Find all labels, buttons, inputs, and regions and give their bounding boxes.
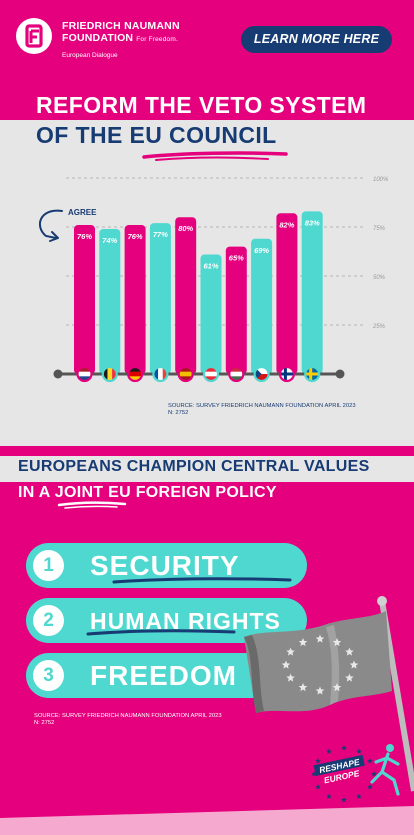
bar bbox=[175, 217, 197, 374]
y-tick-label: 75% bbox=[373, 226, 386, 232]
value-underline bbox=[86, 629, 236, 636]
flag-icon bbox=[304, 365, 321, 383]
headline-line1: REFORM THE VETO SYSTEM bbox=[36, 92, 367, 118]
flag-icon bbox=[253, 365, 270, 383]
y-tick-label: 50% bbox=[373, 275, 386, 281]
values-sample-size: N: 2752 bbox=[34, 720, 55, 726]
bar-chart: 25% 50% 75% 100% AGREE 76% 74% 76% 77% 80% 61% 65… bbox=[38, 177, 389, 383]
y-tick-label: 100% bbox=[373, 177, 389, 183]
bottom-band bbox=[0, 806, 414, 835]
values-headline-line2: IN A JOINT EU FOREIGN POLICY bbox=[18, 484, 277, 501]
bar-value-label: 61% bbox=[203, 261, 218, 270]
flag-icon bbox=[278, 365, 295, 383]
bar-value-label: 69% bbox=[254, 246, 269, 255]
learn-more-button[interactable]: LEARN MORE HERE bbox=[241, 26, 392, 53]
fnf-logo-icon[interactable] bbox=[16, 18, 52, 54]
chart-y-ticks: 25% 50% 75% 100% bbox=[372, 177, 389, 330]
flag-icon bbox=[127, 365, 144, 383]
brand-subtitle: European Dialogue bbox=[62, 52, 118, 59]
bar bbox=[99, 228, 121, 374]
flag-icon bbox=[76, 365, 93, 383]
value-label: SECURITY bbox=[90, 550, 240, 581]
chart-source: SOURCE: SURVEY FRIEDRICH NAUMANN FOUNDAT… bbox=[168, 403, 356, 417]
values-source: SOURCE: SURVEY FRIEDRICH NAUMANN FOUNDAT… bbox=[34, 713, 222, 727]
reshape-europe-badge: RESHAPE EUROPE bbox=[311, 744, 400, 803]
chart-source-text: SOURCE: SURVEY FRIEDRICH NAUMANN FOUNDAT… bbox=[168, 403, 356, 409]
runner-icon bbox=[370, 744, 400, 796]
values-title-band bbox=[0, 456, 414, 482]
bar bbox=[124, 225, 146, 374]
y-tick-label: 25% bbox=[372, 324, 386, 330]
bar-value-label: 83% bbox=[305, 218, 320, 227]
baseline-end-left bbox=[53, 369, 63, 379]
agree-label: AGREE bbox=[68, 208, 97, 217]
agree-arrowhead-icon bbox=[49, 231, 59, 242]
bar-value-label: 82% bbox=[279, 220, 294, 229]
brand-foundation: FOUNDATION bbox=[62, 32, 134, 44]
flag-pole-tip bbox=[377, 596, 387, 606]
bar bbox=[251, 238, 273, 374]
badge-stars-icon bbox=[311, 745, 377, 803]
bar-value-label: 65% bbox=[229, 254, 244, 263]
rank-badge: 1 bbox=[33, 550, 64, 581]
value-label: FREEDOM bbox=[90, 660, 237, 691]
bar bbox=[200, 254, 222, 374]
brand-name-line1: FRIEDRICH NAUMANN bbox=[62, 20, 180, 32]
brand-tagline: For Freedom. bbox=[136, 36, 178, 43]
brand-name-line2: FOUNDATION For Freedom. bbox=[62, 32, 178, 46]
bar-value-label: 77% bbox=[153, 230, 168, 239]
agree-arrow-icon bbox=[38, 209, 63, 239]
country-flags bbox=[76, 365, 321, 383]
rank-badge: 3 bbox=[33, 660, 64, 691]
values-source-text: SOURCE: SURVEY FRIEDRICH NAUMANN FOUNDAT… bbox=[34, 713, 222, 719]
bar-value-label: 76% bbox=[128, 232, 143, 241]
chart-sample-size: N: 2752 bbox=[168, 410, 189, 416]
headline-line2: OF THE EU COUNCIL bbox=[36, 122, 277, 148]
flag-icon bbox=[228, 365, 245, 383]
bar bbox=[301, 211, 323, 374]
bar-value-label: 74% bbox=[102, 236, 117, 245]
flag-icon bbox=[177, 365, 194, 383]
agree-annotation: AGREE bbox=[38, 208, 97, 242]
bar bbox=[276, 213, 298, 374]
bar bbox=[149, 223, 171, 374]
bar-value-label: 80% bbox=[178, 224, 193, 233]
value-underline bbox=[112, 577, 292, 584]
baseline-end-right bbox=[335, 369, 345, 379]
value-pill-security: 1 SECURITY bbox=[26, 543, 307, 588]
flag-icon bbox=[101, 365, 118, 383]
headline-underline bbox=[142, 151, 288, 161]
bar bbox=[225, 246, 247, 374]
flag-cloth bbox=[244, 611, 392, 713]
rank-badge: 2 bbox=[33, 605, 64, 636]
eu-flag-illustration bbox=[244, 596, 414, 792]
bar-value-label: 76% bbox=[77, 232, 92, 241]
chart-bars: 76% 74% 76% 77% 80% 61% 65% 69% 82% 83% bbox=[74, 211, 323, 374]
values-headline-underline bbox=[57, 501, 127, 509]
flag-stars-icon bbox=[281, 634, 359, 695]
flag-icon bbox=[152, 365, 169, 383]
flag-icon bbox=[202, 365, 220, 383]
values-headline-line1: EUROPEANS CHAMPION CENTRAL VALUES bbox=[18, 458, 370, 475]
bar bbox=[74, 225, 95, 374]
